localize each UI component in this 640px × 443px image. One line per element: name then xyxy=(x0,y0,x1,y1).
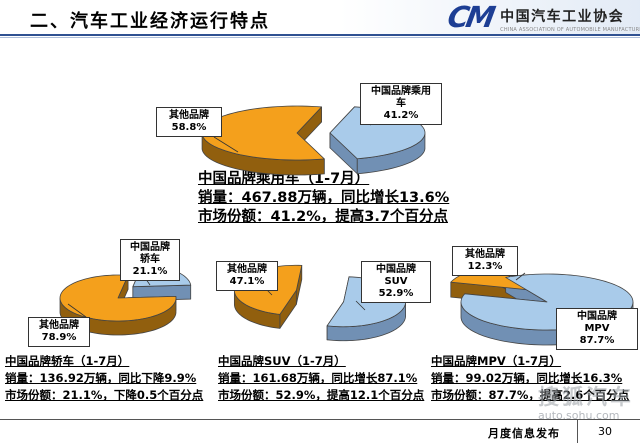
stats-title: 中国品牌乘用车（1-7月） xyxy=(198,171,370,187)
stats-share: 市场份额：21.1%，下降0.5个百分点 xyxy=(5,388,204,402)
stats-share: 市场份额：41.2%，提高3.7个百分点 xyxy=(198,209,448,225)
pie-slice-label-line: 其他品牌 xyxy=(465,249,505,260)
pie-slice-label-line: 其他品牌 xyxy=(227,264,267,275)
pie-slice-label-line: 其他品牌 xyxy=(39,320,79,331)
caam-logo-text: 中国汽车工业协会 CHINA ASSOCIATION OF AUTOMOBILE… xyxy=(500,2,640,33)
label-leader-line xyxy=(515,272,526,281)
pie-slice-label-line: 78.9% xyxy=(41,332,77,343)
pie-slice-label: 其他品牌 78.9% xyxy=(28,317,90,347)
footer-rule xyxy=(0,419,640,420)
pie-slice-label: 中国品牌 轿车 21.1% xyxy=(120,239,180,281)
stats-title: 中国品牌MPV（1-7月） xyxy=(431,354,562,368)
pie-slice-label: 中国品牌 SUV 52.9% xyxy=(361,261,431,303)
page-number: 30 xyxy=(598,425,612,438)
pie-slice-label-line: 轿车 xyxy=(140,254,160,265)
stats-sales: 销量：467.88万辆，同比增长13.6% xyxy=(198,190,450,206)
label-leader-line xyxy=(67,303,87,318)
summary-mpv: 中国品牌MPV（1-7月） 销量：99.02万辆，同比增长16.3% 市场份额：… xyxy=(431,353,629,404)
header-rule-shadow xyxy=(0,37,640,38)
pie-slice-label: 其他品牌 47.1% xyxy=(216,261,278,291)
stats-sales: 销量：136.92万辆，同比下降9.9% xyxy=(5,371,197,385)
pie-slice-label: 中国品牌乘用车 41.2% xyxy=(360,83,442,125)
pie-slice-label-line: 中国品牌 xyxy=(577,311,617,322)
pie-slice-label-line: 中国品牌 xyxy=(376,264,416,275)
pie-chart xyxy=(201,105,426,176)
caam-logo-icon: CM xyxy=(445,0,496,34)
watermark-url: auto.sohu.com xyxy=(538,409,620,422)
footer-divider xyxy=(577,420,578,443)
summary-passenger-car: 中国品牌乘用车（1-7月） 销量：467.88万辆，同比增长13.6% 市场份额… xyxy=(198,170,449,227)
pie-slice-label-line: 中国品牌乘用 xyxy=(371,86,431,97)
summary-sedan: 中国品牌轿车（1-7月） 销量：136.92万辆，同比下降9.9% 市场份额：2… xyxy=(5,353,203,404)
pie-slice-label-line: 41.2% xyxy=(383,110,419,121)
header-gradient xyxy=(340,0,640,34)
stats-title: 中国品牌轿车（1-7月） xyxy=(5,354,130,368)
stats-share: 市场份额：52.9%，提高12.1个百分点 xyxy=(218,388,425,402)
page-title: 二、汽车工业经济运行特点 xyxy=(30,11,270,32)
pie-slice-label: 中国品牌 MPV 87.7% xyxy=(556,308,638,350)
stats-sales: 销量：99.02万辆，同比增长16.3% xyxy=(431,371,623,385)
pie-slice-label: 其他品牌 58.8% xyxy=(156,107,222,137)
pie-slice-label-line: 58.8% xyxy=(171,122,207,133)
label-leader-line xyxy=(355,300,366,311)
pie-slice-label-line: SUV xyxy=(384,276,408,287)
logo-org-name: 中国汽车工业协会 xyxy=(500,9,625,25)
pie-slice-label-line: 中国品牌 xyxy=(130,242,170,253)
stats-title: 中国品牌SUV（1-7月） xyxy=(218,354,346,368)
pie-slice-label: 其他品牌 12.3% xyxy=(452,246,518,276)
pie-slice-label-line: 其他品牌 xyxy=(169,110,209,121)
footer-label: 月度信息发布 xyxy=(488,427,560,440)
pie-slice-label-line: 87.7% xyxy=(579,335,615,346)
caam-logo: CM 中国汽车工业协会 CHINA ASSOCIATION OF AUTOMOB… xyxy=(445,0,640,34)
summary-suv: 中国品牌SUV（1-7月） 销量：161.68万辆，同比增长87.1% 市场份额… xyxy=(218,353,424,404)
header-rule xyxy=(0,34,640,36)
stats-sales: 销量：161.68万辆，同比增长87.1% xyxy=(218,371,418,385)
pie-slice-label-line: 47.1% xyxy=(229,276,265,287)
pie-slice-label-line: 12.3% xyxy=(467,261,503,272)
stats-share: 市场份额：87.7%，提高2.6个百分点 xyxy=(431,388,630,402)
pie-slice-label-line: MPV xyxy=(584,323,610,334)
pie-slice-label-line: 21.1% xyxy=(132,266,168,277)
pie-slice-top xyxy=(59,274,177,322)
label-leader-line xyxy=(213,136,239,153)
pie-slice-label-line: 52.9% xyxy=(378,288,414,299)
logo-org-name-en: CHINA ASSOCIATION OF AUTOMOBILE MANUFACT… xyxy=(500,27,640,33)
pie-slice-label-line: 车 xyxy=(396,98,406,109)
